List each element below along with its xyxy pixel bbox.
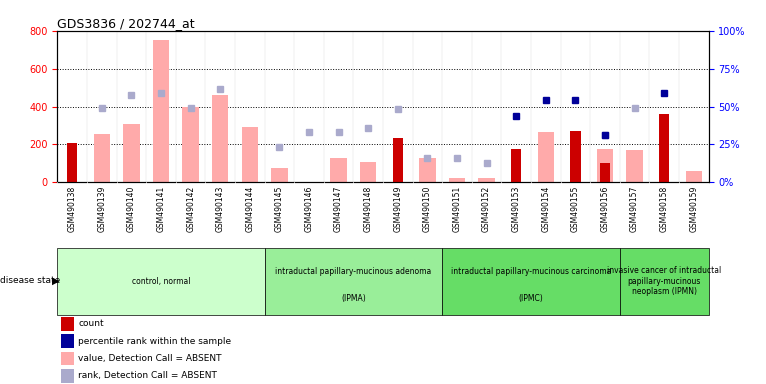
Text: GSM490159: GSM490159 (689, 186, 699, 232)
Bar (93, 134, 110, 182)
Text: GSM490148: GSM490148 (364, 186, 373, 232)
Bar (659, 114, 669, 182)
Bar (627, 150, 643, 182)
Text: GSM490150: GSM490150 (423, 186, 432, 232)
Bar (570, 131, 581, 182)
Text: value, Detection Call = ABSENT: value, Detection Call = ABSENT (78, 354, 222, 363)
Text: GSM490157: GSM490157 (630, 186, 639, 232)
Text: GSM490139: GSM490139 (97, 186, 106, 232)
Text: GSM490149: GSM490149 (393, 186, 402, 232)
Text: GSM490156: GSM490156 (601, 186, 610, 232)
Text: GSM490138: GSM490138 (67, 186, 77, 232)
Bar (449, 178, 465, 182)
Bar (242, 127, 258, 182)
Bar (620, 248, 709, 315)
Bar (360, 162, 376, 182)
Bar (393, 138, 403, 182)
Text: ▶: ▶ (52, 275, 60, 285)
Bar (479, 178, 495, 182)
Bar (442, 248, 620, 315)
Text: GSM490147: GSM490147 (334, 186, 343, 232)
Text: GSM490140: GSM490140 (127, 186, 136, 232)
Text: GSM490143: GSM490143 (216, 186, 224, 232)
Text: GDS3836 / 202744_at: GDS3836 / 202744_at (57, 17, 195, 30)
Text: GSM490146: GSM490146 (305, 186, 313, 232)
Bar (153, 40, 169, 182)
Bar (61, 317, 74, 331)
Bar (264, 248, 442, 315)
Text: percentile rank within the sample: percentile rank within the sample (78, 337, 231, 346)
Bar (330, 158, 347, 182)
Bar (597, 149, 613, 182)
Text: GSM490158: GSM490158 (660, 186, 669, 232)
Text: GSM490142: GSM490142 (186, 186, 195, 232)
Text: GSM490145: GSM490145 (275, 186, 284, 232)
Bar (600, 164, 611, 182)
Bar (57, 248, 264, 315)
Text: GSM490153: GSM490153 (512, 186, 521, 232)
Bar (212, 95, 228, 182)
Text: count: count (78, 319, 104, 328)
Bar (511, 149, 522, 182)
Text: GSM490141: GSM490141 (156, 186, 165, 232)
Bar (123, 124, 139, 182)
Text: control, normal: control, normal (132, 277, 190, 286)
Bar (686, 171, 702, 182)
Bar (538, 132, 554, 182)
Text: GSM490154: GSM490154 (542, 186, 550, 232)
Text: GSM490144: GSM490144 (245, 186, 254, 232)
Text: intraductal papillary-mucinous carcinoma: intraductal papillary-mucinous carcinoma (450, 267, 611, 276)
Text: GSM490151: GSM490151 (453, 186, 461, 232)
Bar (61, 334, 74, 348)
Text: rank, Detection Call = ABSENT: rank, Detection Call = ABSENT (78, 371, 217, 380)
Bar (61, 369, 74, 382)
Text: GSM490155: GSM490155 (571, 186, 580, 232)
Text: disease state: disease state (0, 276, 61, 285)
Bar (419, 158, 436, 182)
Text: invasive cancer of intraductal
papillary-mucinous
neoplasm (IPMN): invasive cancer of intraductal papillary… (607, 266, 722, 296)
Bar (67, 142, 77, 182)
Text: (IPMA): (IPMA) (341, 294, 366, 303)
Bar (271, 168, 287, 182)
Text: GSM490152: GSM490152 (482, 186, 491, 232)
Text: intraductal papillary-mucinous adenoma: intraductal papillary-mucinous adenoma (275, 267, 431, 276)
Text: (IPMC): (IPMC) (519, 294, 543, 303)
Bar (61, 351, 74, 365)
Bar (182, 106, 198, 182)
